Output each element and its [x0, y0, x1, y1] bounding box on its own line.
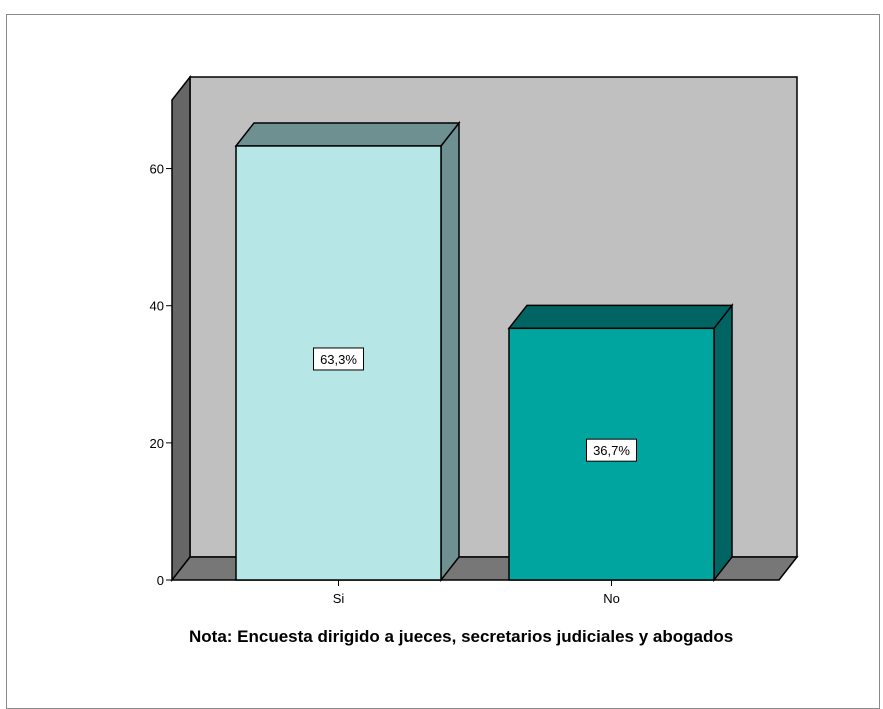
category-labels: Si No	[333, 580, 620, 606]
chart-note: Nota: Encuesta dirigido a jueces, secret…	[189, 627, 734, 646]
bar-top-face	[234, 122, 461, 147]
data-label-box	[586, 438, 637, 462]
data-label-box	[313, 347, 364, 371]
y-tick-label: 0	[157, 573, 164, 588]
bar-side-face	[440, 120, 460, 583]
bar-top-face	[507, 304, 734, 330]
bar-side-face	[713, 303, 733, 583]
x-tick-label: Si	[333, 591, 345, 606]
side-wall	[171, 74, 191, 583]
y-tick-label: 60	[150, 162, 164, 177]
y-axis-ticks: 0 20 40 60	[150, 162, 172, 588]
data-label: 63,3%	[320, 352, 357, 367]
y-tick-label: 40	[150, 299, 164, 314]
bar-si: 63,3%	[234, 120, 461, 583]
y-tick-label: 20	[150, 436, 164, 451]
data-label: 36,7%	[593, 443, 630, 458]
x-tick-label: No	[603, 591, 620, 606]
bars-group: 63,3% 36,7%	[234, 120, 734, 583]
bar-no: 36,7%	[507, 303, 734, 583]
